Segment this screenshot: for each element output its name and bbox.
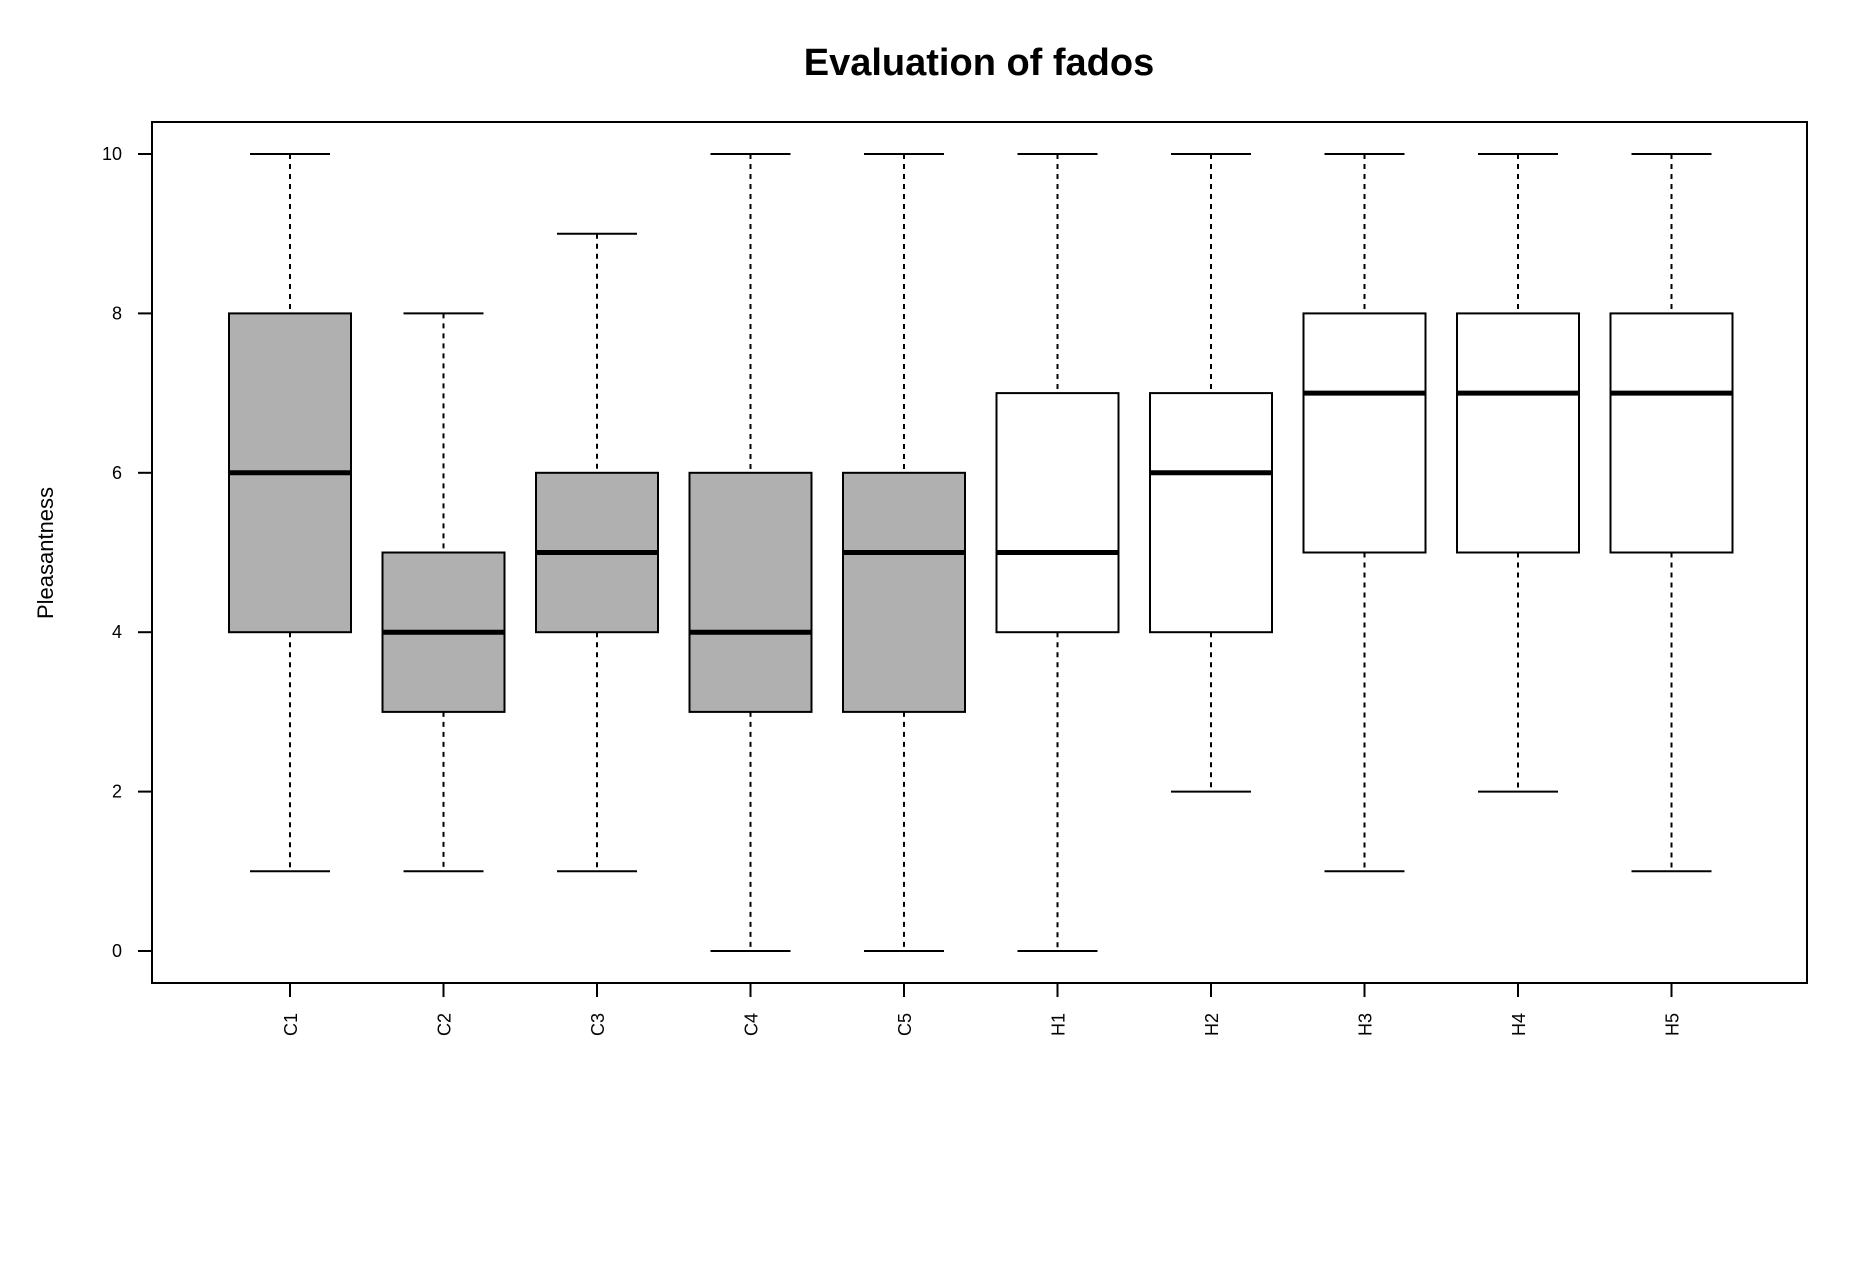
x-tick-label: H3 <box>1356 1013 1376 1036</box>
iqr-box <box>842 471 966 713</box>
iqr-box <box>995 392 1120 634</box>
y-tick-label: 10 <box>102 144 122 164</box>
y-axis: 0 2 4 6 8 10 <box>102 144 153 961</box>
x-tick-label: H5 <box>1663 1013 1683 1036</box>
x-tick-label: C2 <box>435 1013 455 1036</box>
y-tick-label: 2 <box>112 782 122 802</box>
x-tick-label: C5 <box>895 1013 915 1036</box>
iqr-box <box>1302 312 1427 554</box>
box-C2 <box>381 312 506 873</box>
x-tick-label: C1 <box>281 1013 301 1036</box>
x-tick-label: C4 <box>742 1013 762 1036</box>
y-tick-label: 0 <box>112 941 122 961</box>
chart-title: Evaluation of fados <box>804 42 1154 84</box>
box-H1 <box>995 153 1120 952</box>
box-C1 <box>228 153 352 873</box>
box-C3 <box>535 232 659 873</box>
x-axis: C1 C2 C3 C4 C5 H1 H2 H3 H4 H5 <box>281 982 1683 1036</box>
iqr-box <box>688 471 813 713</box>
box-C5 <box>842 153 966 952</box>
box-C4 <box>688 153 813 952</box>
y-tick-label: 6 <box>112 463 122 483</box>
x-tick-label: H4 <box>1509 1013 1529 1036</box>
x-tick-label: C3 <box>588 1013 608 1036</box>
iqr-box <box>1456 312 1580 554</box>
box-H3 <box>1302 153 1427 873</box>
iqr-box <box>1609 312 1734 554</box>
x-tick-label: H1 <box>1049 1013 1069 1036</box>
y-tick-label: 8 <box>112 303 122 323</box>
box-H2 <box>1149 153 1273 793</box>
box-H4 <box>1456 153 1580 793</box>
iqr-box <box>1149 392 1273 634</box>
x-tick-label: H2 <box>1202 1013 1222 1036</box>
boxes-layer <box>228 153 1734 952</box>
box-H5 <box>1609 153 1734 873</box>
y-tick-label: 4 <box>112 622 122 642</box>
y-axis-label: Pleasantness <box>33 487 58 619</box>
